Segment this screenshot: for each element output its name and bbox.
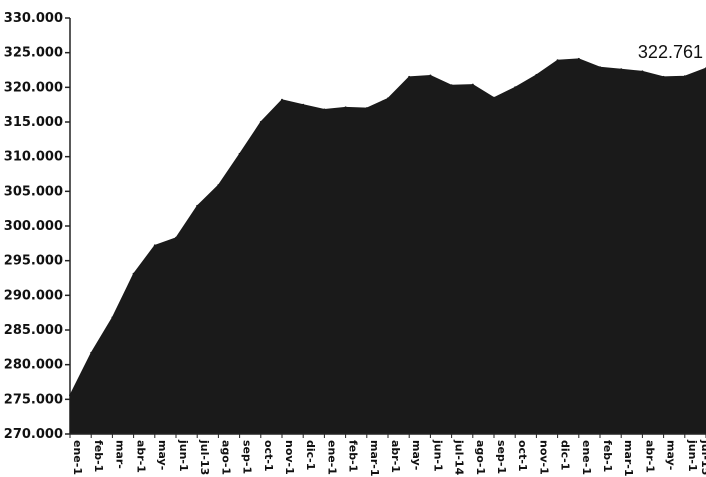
y-tick-label: 295.000 (4, 254, 63, 269)
data-point (514, 86, 517, 89)
data-point (641, 70, 644, 73)
data-point (535, 73, 538, 76)
area-series (69, 57, 706, 435)
y-tick-label: 310.000 (4, 150, 63, 165)
x-tick-label: jun-1 (431, 439, 444, 472)
x-tick-label: feb-1 (601, 440, 614, 472)
data-point (323, 108, 326, 111)
x-tick-label: nov-1 (283, 440, 296, 475)
x-tick-label: oct-1 (262, 440, 275, 472)
data-point (196, 204, 199, 207)
x-tick-label: mar- (113, 440, 126, 469)
x-tick-label: dic-1 (559, 440, 572, 470)
x-tick-label: abr-1 (389, 440, 402, 473)
y-tick-label: 280.000 (4, 358, 63, 373)
y-tick-label: 320.000 (4, 80, 63, 95)
x-tick-label: ene-1 (325, 440, 338, 475)
y-tick-label: 305.000 (4, 184, 63, 199)
x-axis: ene-1 feb-1 mar-abr-1 may-jun-1 jul-13 ago-1 s… (69, 433, 706, 477)
x-tick-label: may- (156, 440, 169, 470)
data-point (683, 75, 686, 78)
data-point (599, 66, 601, 69)
y-tick-label: 275.000 (4, 392, 63, 407)
data-labels: 322.761 (638, 42, 703, 62)
x-tick-label: abr-1 (135, 440, 148, 473)
data-point (153, 244, 156, 247)
data-point (217, 184, 220, 187)
x-tick-label: jul-15 (699, 439, 706, 475)
data-label-last-value: 322.761 (638, 42, 703, 62)
data-point (132, 272, 135, 275)
x-tick-label: mar-1 (622, 440, 635, 477)
data-point (69, 394, 71, 397)
data-point (556, 59, 559, 62)
data-point (111, 316, 114, 319)
data-point (493, 96, 495, 99)
data-point (471, 83, 474, 86)
x-tick-label: dic-1 (304, 440, 317, 470)
x-tick-label: ene-1 (580, 440, 593, 475)
data-point (577, 57, 580, 60)
x-tick-label: jul-13 (198, 439, 211, 475)
data-point (408, 75, 411, 78)
data-point (429, 74, 432, 77)
data-point (259, 121, 262, 123)
y-tick-label: 300.000 (4, 219, 63, 234)
data-point (365, 107, 368, 110)
x-tick-label: sep-1 (495, 440, 508, 474)
x-tick-label: ene-1 (71, 440, 84, 475)
y-tick-label: 325.000 (4, 46, 63, 61)
data-point (302, 103, 305, 106)
x-tick-label: ago-1 (474, 440, 487, 475)
y-tick-label: 290.000 (4, 288, 63, 303)
data-point (281, 98, 283, 101)
data-point (90, 351, 93, 354)
x-tick-label: ago-1 (219, 440, 232, 475)
data-point (238, 152, 241, 155)
x-tick-label: feb-1 (347, 440, 360, 472)
x-tick-label: jun-1 (686, 439, 699, 472)
x-tick-label: feb-1 (92, 440, 105, 472)
y-axis: 270.000 275.000 280.000 285.000 290.000 295.0… (4, 11, 71, 442)
x-tick-label: sep-1 (241, 440, 254, 474)
x-tick-label: jul-14 (453, 439, 466, 476)
x-tick-label: jun-1 (177, 439, 190, 472)
x-tick-label: oct-1 (516, 440, 529, 472)
data-point (662, 75, 665, 78)
data-point (387, 97, 389, 100)
x-tick-label: may- (665, 440, 678, 470)
area-fill (69, 58, 706, 435)
y-tick-label: 285.000 (4, 323, 63, 338)
x-tick-label: nov-1 (537, 440, 550, 475)
x-tick-label: abr-1 (643, 440, 656, 473)
data-point (344, 106, 347, 109)
x-tick-label: mar-1 (368, 440, 381, 477)
x-tick-label: may- (410, 440, 423, 470)
data-point (450, 84, 453, 87)
y-tick-label: 330.000 (4, 11, 63, 26)
data-point (620, 68, 623, 71)
y-tick-label: 315.000 (4, 115, 63, 130)
data-point (175, 236, 177, 239)
y-tick-label: 270.000 (4, 427, 63, 442)
